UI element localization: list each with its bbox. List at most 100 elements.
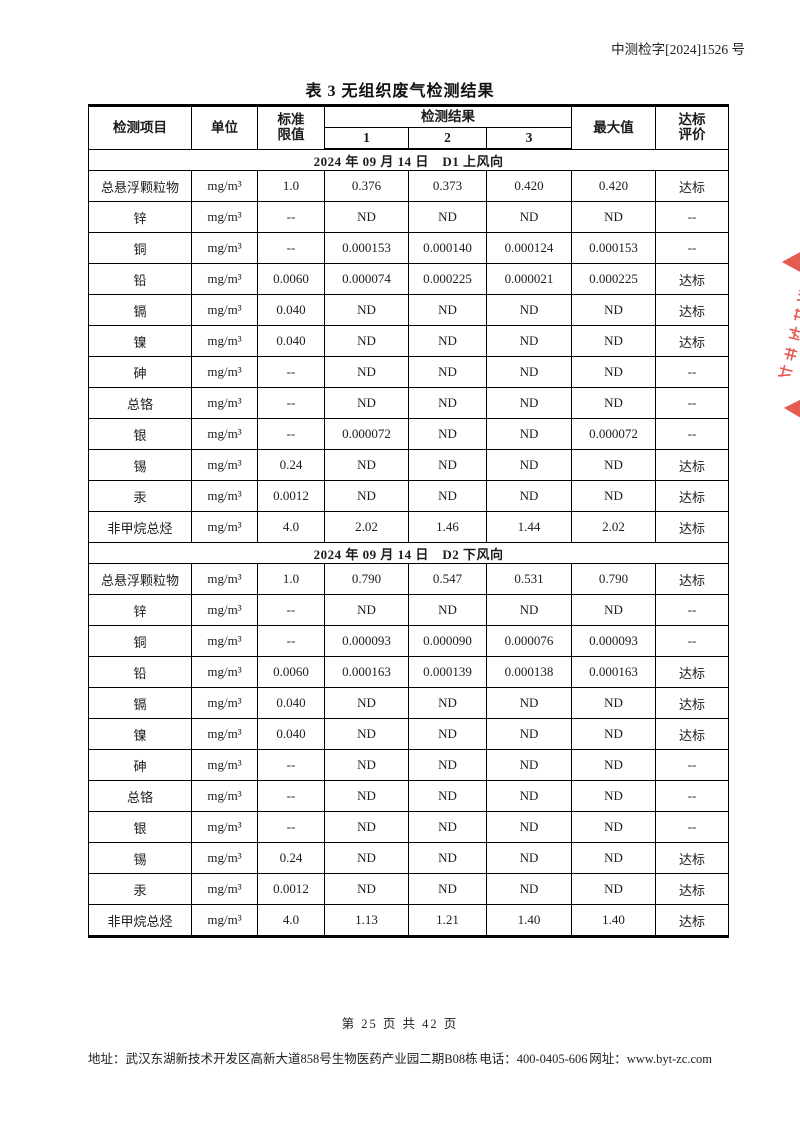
cell-r2: ND [408,780,487,812]
cell-item: 总悬浮颗粒物 [88,170,192,202]
header-limit-line1: 标准 [277,111,305,127]
cell-unit: mg/m³ [191,625,258,657]
cell-max: ND [571,325,657,357]
cell-r1: ND [324,480,409,512]
cell-r1: ND [324,780,409,812]
cell-r3: ND [485,294,573,326]
cell-unit: mg/m³ [191,511,258,543]
cell-eval: 达标 [655,480,730,512]
cell-r3: 1.44 [485,511,573,543]
section-title: 2024 年 09 月 14 日 D2 下风向 [87,542,730,564]
cell-item: 铅 [88,656,192,688]
cell-r3: ND [485,780,573,812]
cell-limit: -- [257,387,325,419]
cell-eval: -- [655,749,730,781]
cell-max: 0.000093 [571,625,657,657]
cell-r2: 1.21 [408,904,487,937]
cell-limit: 0.0060 [257,656,325,688]
table-row: 镍 mg/m³ 0.040 ND ND ND ND 达标 [88,325,730,357]
cell-r1: 0.790 [324,563,409,595]
table-row: 镉 mg/m³ 0.040 ND ND ND ND 达标 [88,687,730,719]
cell-r2: ND [408,294,487,326]
cell-r3: 0.420 [485,170,573,202]
cell-r3: ND [485,811,573,843]
cell-r2: 0.000225 [408,263,487,295]
cell-item: 汞 [88,480,192,512]
cell-eval: -- [655,780,730,812]
cell-r1: 0.000093 [324,625,409,657]
cell-max: ND [571,842,657,874]
header-unit: 单位 [191,105,258,150]
cell-eval: 达标 [655,449,730,481]
cell-max: 0.420 [571,170,657,202]
cell-max: 0.000153 [571,232,657,264]
cell-limit: -- [257,780,325,812]
cell-r3: ND [485,718,573,750]
cell-item: 总铬 [88,387,192,419]
cell-unit: mg/m³ [191,749,258,781]
cell-r1: ND [324,718,409,750]
cell-limit: 0.0012 [257,480,325,512]
cell-r3: ND [485,201,573,233]
cell-limit: 1.0 [257,170,325,202]
cell-max: ND [571,356,657,388]
cell-r2: ND [408,842,487,874]
cell-eval: -- [655,387,730,419]
cell-unit: mg/m³ [191,232,258,264]
cell-r3: 0.000138 [485,656,573,688]
cell-r1: ND [324,842,409,874]
cell-limit: 4.0 [257,904,325,937]
cell-item: 锡 [88,449,192,481]
cell-r2: ND [408,449,487,481]
cell-item: 非甲烷总烃 [88,904,192,937]
cell-eval: 达标 [655,873,730,905]
cell-item: 铅 [88,263,192,295]
cell-r2: ND [408,594,487,626]
cell-r2: 0.000090 [408,625,487,657]
cell-item: 锌 [88,594,192,626]
cell-max: 0.000163 [571,656,657,688]
cell-item: 非甲烷总烃 [88,511,192,543]
doc-number: 中测检字[2024]1526 号 [611,42,745,57]
cell-max: 1.40 [571,904,657,937]
cell-r1: ND [324,687,409,719]
cell-unit: mg/m³ [191,656,258,688]
cell-unit: mg/m³ [191,842,258,874]
cell-unit: mg/m³ [191,873,258,905]
header-result-2: 2 [408,127,487,150]
cell-limit: -- [257,418,325,450]
cell-item: 镉 [88,294,192,326]
cell-r1: 0.000074 [324,263,409,295]
cell-limit: 0.0060 [257,263,325,295]
table-header: 检测项目 单位 标准 限值 检测结果 最大值 达标 评价 1 2 3 [88,105,730,150]
cell-limit: -- [257,232,325,264]
cell-max: ND [571,687,657,719]
cell-max: ND [571,811,657,843]
cell-r3: 0.531 [485,563,573,595]
cell-r2: ND [408,718,487,750]
cell-limit: 0.0012 [257,873,325,905]
cell-limit: 0.040 [257,294,325,326]
header-limit: 标准 限值 [257,105,325,150]
cell-r1: 0.000072 [324,418,409,450]
table-row: 锡 mg/m³ 0.24 ND ND ND ND 达标 [88,842,730,874]
section-title: 2024 年 09 月 14 日 D1 上风向 [87,148,730,171]
table-row: 铅 mg/m³ 0.0060 0.000074 0.000225 0.000021 0.00… [88,263,730,295]
cell-unit: mg/m³ [191,325,258,357]
cell-max: ND [571,294,657,326]
cell-unit: mg/m³ [191,387,258,419]
cell-r3: ND [485,387,573,419]
cell-limit: 0.040 [257,718,325,750]
header-compliance: 达标 评价 [655,105,730,150]
cell-item: 总悬浮颗粒物 [88,563,192,595]
cell-item: 镉 [88,687,192,719]
cell-eval: 达标 [655,294,730,326]
table-row: 锌 mg/m³ -- ND ND ND ND -- [88,201,730,233]
cell-unit: mg/m³ [191,563,258,595]
cell-unit: mg/m³ [191,594,258,626]
cell-unit: mg/m³ [191,170,258,202]
cell-r2: ND [408,201,487,233]
cell-r1: ND [324,201,409,233]
cell-r2: ND [408,356,487,388]
cell-r3: ND [485,480,573,512]
